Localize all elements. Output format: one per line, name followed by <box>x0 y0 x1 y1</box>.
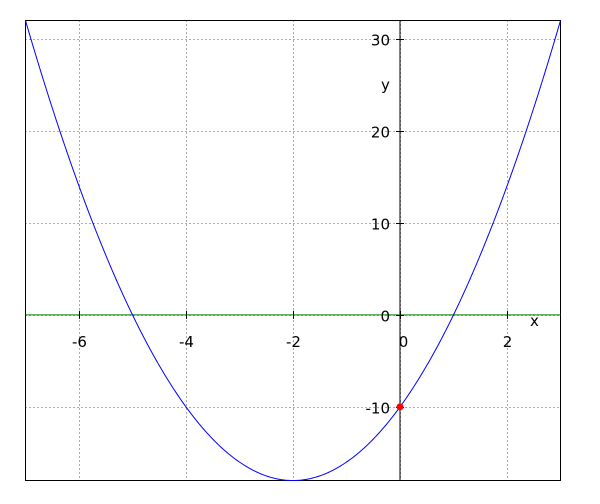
x-axis-label: x <box>530 312 539 330</box>
series-curve <box>25 20 561 482</box>
y-tick-label: -10 <box>366 400 391 418</box>
data-point <box>396 403 404 411</box>
x-tick-label: 0 <box>399 333 409 351</box>
ticks: -6 -4 -2 0 2 -10 0 10 20 30 <box>72 32 512 418</box>
x-tick-label: -2 <box>286 333 301 351</box>
y-axis-label: y <box>381 76 390 94</box>
x-tick-label: 2 <box>503 333 513 351</box>
plot-frame <box>25 20 561 481</box>
y-tick-label: 30 <box>371 32 390 50</box>
y-tick-label: 10 <box>371 216 390 234</box>
x-tick-label: -4 <box>179 333 194 351</box>
y-tick-label: 20 <box>371 124 390 142</box>
x-tick-label: -6 <box>72 333 87 351</box>
y-tick-label: 0 <box>380 308 390 326</box>
grid <box>25 20 561 481</box>
points <box>396 403 404 411</box>
